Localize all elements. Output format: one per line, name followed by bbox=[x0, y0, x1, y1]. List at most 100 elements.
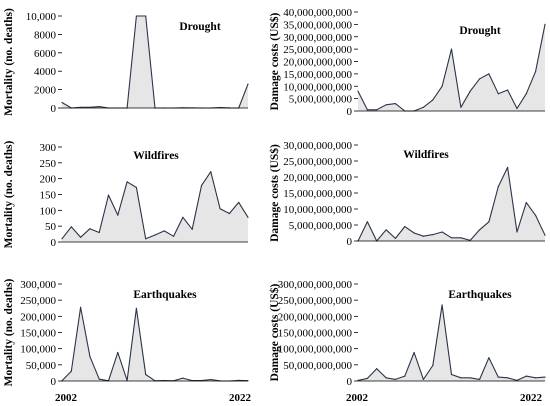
y-axis-label: Damage costs (US$) bbox=[268, 144, 281, 242]
y-tick-label: 2000 bbox=[34, 85, 57, 97]
y-tick-label: 40,000,000,000 bbox=[283, 7, 352, 19]
data-point bbox=[182, 216, 184, 218]
data-point bbox=[98, 378, 100, 380]
data-point bbox=[163, 230, 165, 232]
y-tick-label: 50 bbox=[45, 221, 57, 233]
panel-title: Wildfires bbox=[133, 150, 179, 162]
data-point bbox=[135, 15, 137, 17]
y-axis-label: Damage costs (US$) bbox=[268, 283, 281, 381]
data-point bbox=[488, 73, 490, 75]
data-point bbox=[479, 378, 481, 380]
data-point bbox=[135, 307, 137, 309]
chart-panel-1: 0 2000 4000 6000 8000 10,000 Mortality (no. de… bbox=[3, 8, 249, 116]
data-point bbox=[544, 376, 546, 378]
data-point bbox=[479, 229, 481, 231]
chart-panel-4: 0 5,000,000,000 10,000,000,000 15,000,000,0… bbox=[268, 140, 546, 248]
y-axis-label: Mortality (no. deaths) bbox=[3, 8, 15, 116]
panel-title: Wildfires bbox=[403, 149, 449, 161]
y-tick-label: 300,000,000,000 bbox=[278, 279, 353, 291]
data-point bbox=[80, 306, 82, 308]
series-area bbox=[358, 305, 545, 381]
y-tick-label: 150,000,000,000 bbox=[278, 328, 353, 340]
data-point bbox=[385, 104, 387, 106]
panel-title: Earthquakes bbox=[133, 289, 197, 301]
data-point bbox=[154, 234, 156, 236]
chart-panel-6: 0 50,000,000,000 100,000,000,000 150,000,00… bbox=[268, 279, 546, 388]
y-tick-label: 0 bbox=[51, 376, 57, 388]
y-tick-label: 5,000,000,000 bbox=[289, 220, 353, 232]
y-tick-label: 6000 bbox=[34, 48, 57, 60]
data-point bbox=[145, 238, 147, 240]
data-point bbox=[488, 357, 490, 359]
data-point bbox=[357, 90, 359, 92]
data-point bbox=[98, 231, 100, 234]
data-point bbox=[404, 226, 406, 228]
data-point bbox=[525, 93, 527, 95]
series-line bbox=[357, 304, 546, 381]
data-point bbox=[422, 235, 424, 237]
data-point bbox=[497, 93, 499, 95]
data-point bbox=[247, 83, 249, 85]
data-point bbox=[89, 355, 91, 357]
data-point bbox=[182, 377, 184, 379]
y-axis-label: Mortality (no. deaths) bbox=[3, 141, 15, 249]
data-point bbox=[413, 351, 415, 354]
data-point bbox=[117, 351, 119, 354]
data-point bbox=[432, 234, 434, 236]
data-point bbox=[210, 171, 212, 173]
chart-panel-2: 05,000,000,00010,000,000,00015,000,000,0… bbox=[268, 7, 546, 118]
y-tick-label: 0 bbox=[51, 237, 57, 249]
data-point bbox=[117, 214, 119, 216]
panel-title: Earthquakes bbox=[448, 289, 512, 301]
data-point bbox=[460, 237, 462, 239]
y-tick-label: 0 bbox=[347, 236, 353, 248]
y-tick-label: 300 bbox=[40, 142, 57, 154]
series-area bbox=[358, 24, 545, 111]
data-point bbox=[497, 376, 499, 378]
series-area bbox=[62, 171, 248, 242]
y-tick-label: 100,000,000,000 bbox=[278, 344, 353, 356]
data-point bbox=[70, 370, 72, 372]
y-tick-label: 8000 bbox=[34, 29, 57, 41]
data-point bbox=[479, 78, 481, 80]
y-tick-label: 35,000,000,000 bbox=[283, 19, 352, 31]
panel-title: Drought bbox=[179, 21, 220, 33]
data-point bbox=[413, 232, 415, 234]
y-tick-label: 15,000,000,000 bbox=[283, 69, 352, 81]
data-point bbox=[544, 234, 546, 236]
data-point bbox=[507, 377, 509, 379]
data-point bbox=[516, 107, 518, 110]
y-tick-label: 50,000 bbox=[26, 360, 57, 372]
data-point bbox=[441, 85, 443, 87]
data-point bbox=[525, 202, 527, 204]
data-point bbox=[247, 216, 249, 218]
data-point bbox=[61, 101, 63, 104]
data-point bbox=[422, 106, 424, 108]
y-tick-label: 150 bbox=[40, 190, 57, 202]
data-point bbox=[107, 194, 110, 196]
y-tick-label: 0 bbox=[347, 106, 353, 118]
data-point bbox=[376, 368, 378, 370]
y-tick-label: 20,000,000,000 bbox=[283, 57, 352, 69]
data-point bbox=[488, 221, 490, 223]
data-point bbox=[70, 226, 72, 228]
panel-title: Drought bbox=[459, 25, 500, 37]
data-point bbox=[191, 228, 193, 230]
data-point bbox=[238, 201, 240, 203]
y-tick-label: 100 bbox=[40, 205, 57, 217]
data-point bbox=[145, 15, 147, 17]
data-point bbox=[404, 375, 406, 377]
data-point bbox=[469, 90, 471, 92]
data-point bbox=[497, 186, 499, 188]
data-point bbox=[394, 103, 396, 105]
data-point bbox=[535, 377, 537, 379]
data-point bbox=[450, 237, 453, 239]
y-tick-label: 100,000 bbox=[20, 344, 56, 356]
y-tick-label: 25,000,000,000 bbox=[283, 156, 352, 168]
y-tick-label: 250,000 bbox=[20, 295, 56, 307]
data-point bbox=[366, 109, 368, 111]
y-tick-label: 10,000,000,000 bbox=[283, 81, 352, 93]
data-point bbox=[366, 377, 368, 379]
data-point bbox=[535, 70, 537, 72]
data-point bbox=[422, 378, 424, 380]
